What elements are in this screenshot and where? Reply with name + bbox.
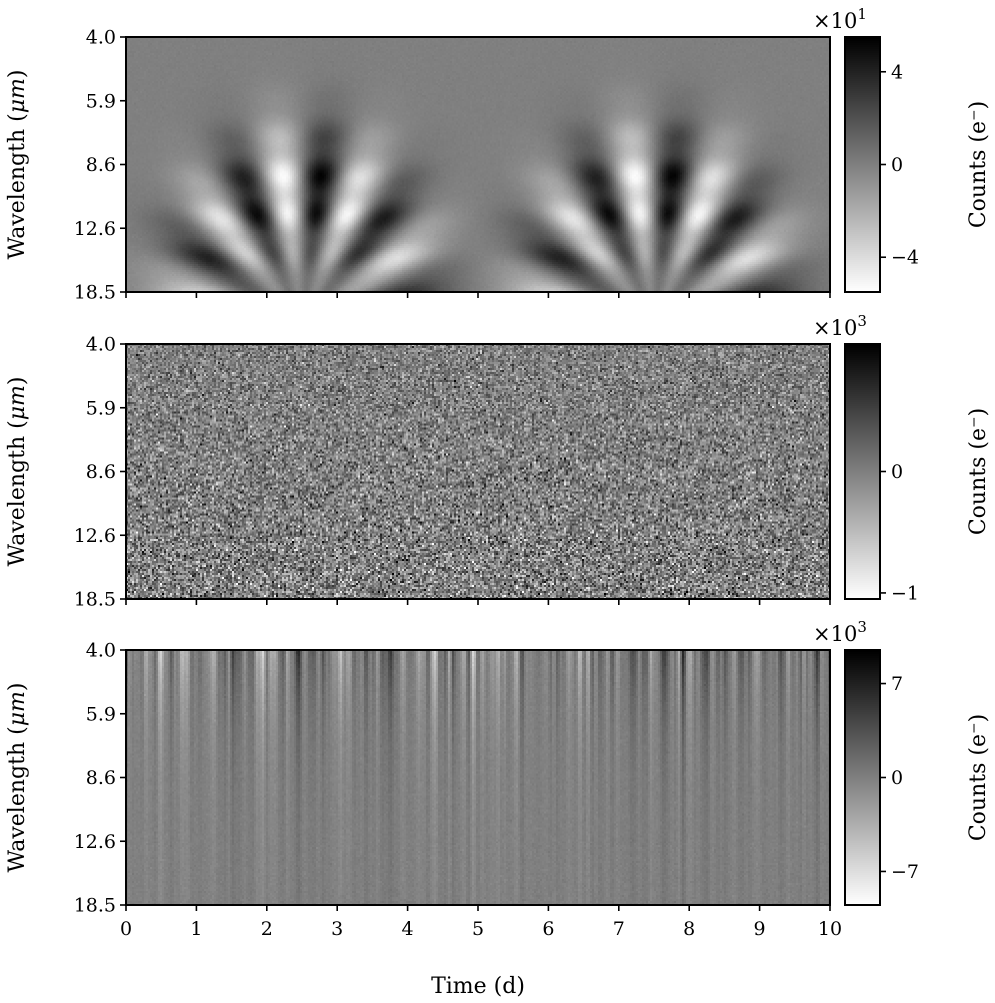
x-tick-label: 7	[613, 918, 625, 940]
y-tick-label: 5.9	[86, 703, 116, 725]
colorbar-tick-label: −4	[891, 247, 919, 269]
colorbar-tick-label: −7	[891, 861, 919, 883]
colorbar-multiplier: ×103	[813, 618, 867, 646]
colorbar-tick-label: 0	[891, 461, 903, 483]
x-axis-label: Time (d)	[431, 974, 525, 999]
y-tick-label: 8.6	[86, 767, 116, 789]
x-tick-label: 5	[472, 918, 484, 940]
x-tick-label: 6	[542, 918, 554, 940]
heatmap-top	[126, 37, 830, 292]
y-tick-label: 18.5	[74, 282, 116, 304]
colorbar-tick-label: 4	[891, 61, 903, 83]
x-tick-label: 9	[754, 918, 766, 940]
y-tick-label: 12.6	[74, 831, 116, 853]
colorbar-gradient	[845, 37, 880, 292]
y-tick-label: 5.9	[86, 397, 116, 419]
y-tick-label: 12.6	[74, 525, 116, 547]
colorbar-multiplier: ×101	[813, 5, 867, 33]
y-tick-label: 18.5	[74, 589, 116, 611]
colorbar-tick-label: 0	[891, 767, 903, 789]
x-tick-label: 0	[120, 918, 132, 940]
heatmap-middle	[126, 344, 830, 599]
colorbar-multiplier: ×103	[813, 312, 867, 340]
panel-middle: 4.0 5.9 8.6 12.6 18.5 Wavelength (μm) 0 −1 ×103 C…	[5, 312, 991, 611]
y-tick-label: 5.9	[86, 90, 116, 112]
y-tick-label: 12.6	[74, 218, 116, 240]
y-tick-label: 4.0	[86, 640, 116, 662]
x-tick-label: 3	[331, 918, 343, 940]
x-tick-label: 10	[818, 918, 842, 940]
y-tick-label: 8.6	[86, 154, 116, 176]
y-axis-label: Wavelength (μm)	[5, 377, 30, 567]
colorbar-label: Counts (e⁻)	[966, 408, 991, 535]
y-axis-label: Wavelength (μm)	[5, 70, 30, 260]
y-tick-label: 4.0	[86, 334, 116, 356]
panel-top: 4.0 5.9 8.6 12.6 18.5 Wavelength (μm) 4 0 −4 ×101…	[5, 5, 991, 304]
colorbar-tick-label: −1	[891, 582, 919, 604]
y-axis-label: Wavelength (μm)	[5, 683, 30, 873]
colorbar-tick-label: 7	[891, 673, 903, 695]
y-tick-label: 18.5	[74, 895, 116, 917]
colorbar-label: Counts (e⁻)	[966, 714, 991, 841]
colorbar-tick-label: 0	[891, 154, 903, 176]
colorbar-gradient	[845, 650, 880, 905]
heatmap-bottom	[126, 650, 830, 905]
x-tick-label: 1	[190, 918, 202, 940]
colorbar-label: Counts (e⁻)	[966, 101, 991, 228]
y-tick-label: 4.0	[86, 27, 116, 49]
x-tick-label: 2	[261, 918, 273, 940]
x-tick-label: 4	[402, 918, 414, 940]
colorbar-gradient	[845, 344, 880, 599]
y-tick-label: 8.6	[86, 461, 116, 483]
x-tick-label: 8	[683, 918, 695, 940]
panel-bottom: 4.0 5.9 8.6 12.6 18.5 Wavelength (μm) 0 1 2 3 4 5 6 7…	[5, 618, 991, 940]
